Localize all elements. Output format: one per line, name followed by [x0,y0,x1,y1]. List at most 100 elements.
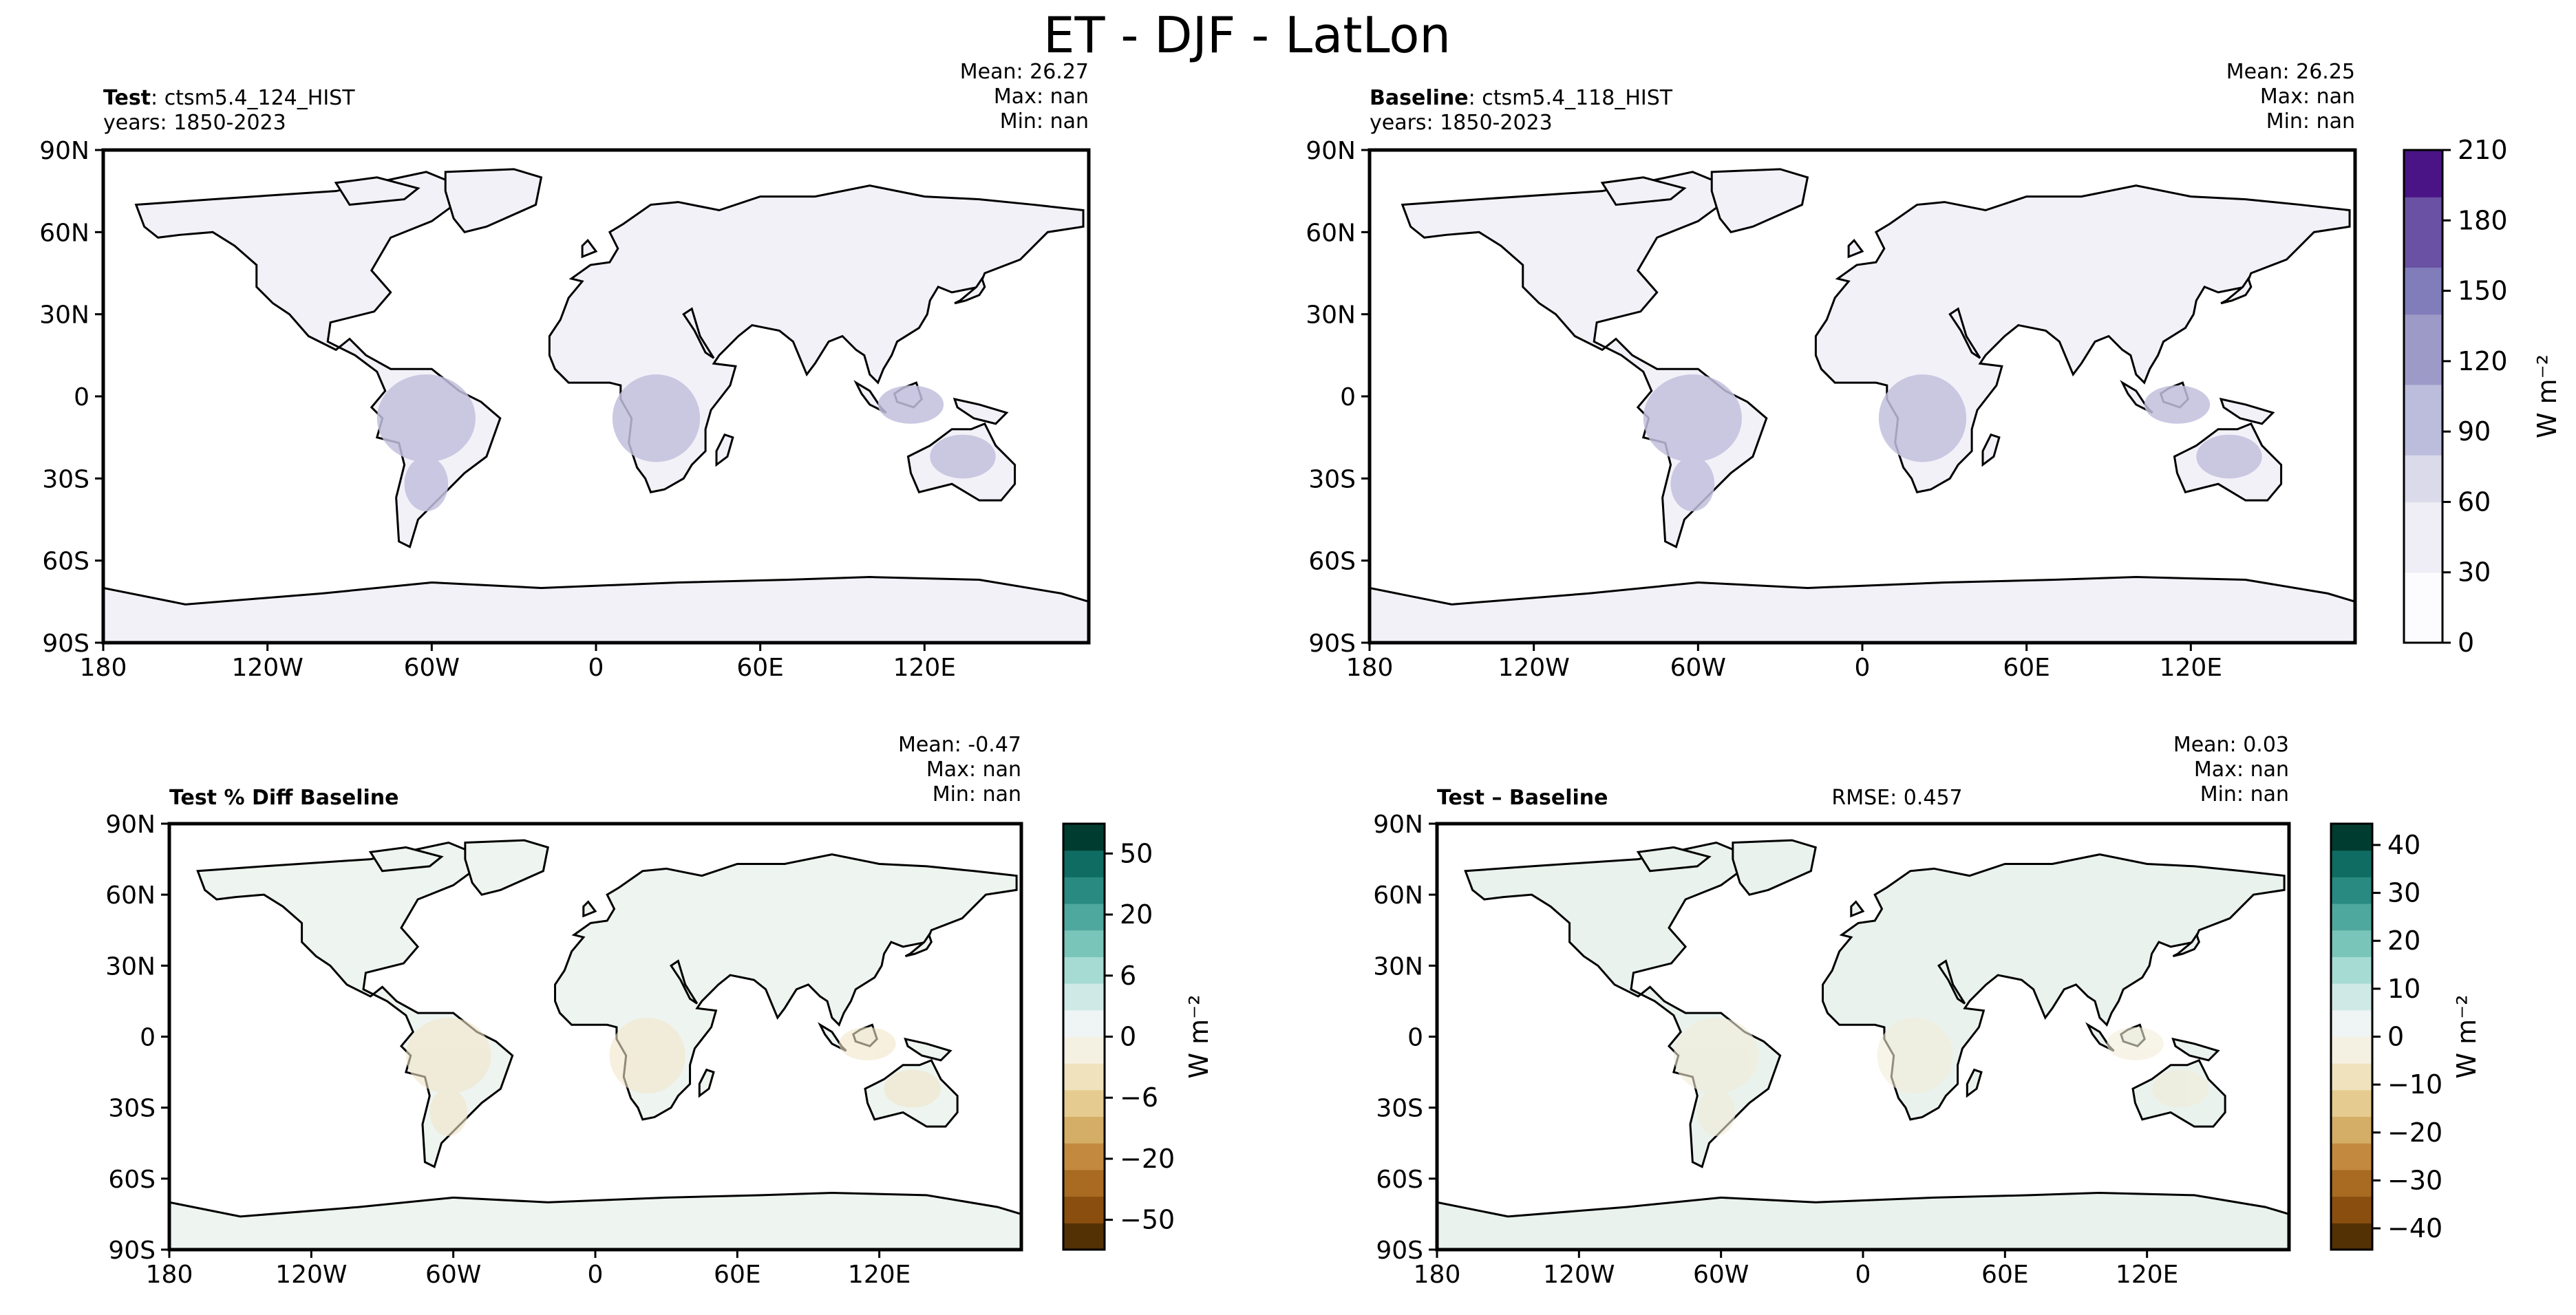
shading-region [405,1017,491,1094]
y-tick-label: 60S [42,548,89,576]
colorbar-segment [1063,1036,1105,1064]
x-tick-label: 60W [1693,1261,1749,1289]
data-shading [376,374,996,512]
y-tick-label: 30S [42,465,89,493]
stat-mean: Mean: 0.03 [2173,733,2289,757]
y-tick-label: 60S [1376,1166,1423,1194]
colorbar-segment [1063,1169,1105,1197]
x-tick-label: 180 [1414,1261,1461,1289]
x-tick-label: 60E [2003,654,2050,682]
colorbar-tick-label: −40 [2387,1213,2442,1243]
colorbar-segment [2331,1169,2372,1197]
x-tick-label: 120W [1543,1261,1615,1289]
colorbar-tick-label: 150 [2458,276,2508,306]
colorbar-segment [2404,197,2442,221]
colorbar-tick-label: −10 [2387,1069,2442,1100]
stat-min: Min: nan [1000,109,1089,133]
x-tick-label: 0 [1855,1261,1871,1289]
x-tick-label: 60E [736,654,784,682]
colorbar-segment [2331,1196,2372,1223]
y-tick-label: 0 [140,1024,156,1052]
colorbar-tick-label: 30 [2458,557,2491,588]
colorbar-segment [2404,384,2442,409]
y-tick-label: 30N [1373,952,1423,981]
shading-region [877,385,944,424]
diff-panel: 180 120W 60W 0 60E 120E 90N 60N 30N 0 30S 60S 90S Tes… [1373,733,2291,1289]
colorbar-label: W m⁻² [2451,995,2482,1079]
y-tick-label: 90N [105,811,156,839]
y-tick-label: 0 [1340,383,1356,411]
colorbar-tick-label: 40 [2387,830,2420,860]
shading-region [612,374,701,462]
colorbar-segment [1063,1116,1105,1144]
colorbar-tick-label: 90 [2458,416,2491,447]
x-tick-label: 120E [893,654,956,682]
x-tick-label: 60W [1670,654,1726,682]
colorbar-segment [2404,150,2442,174]
y-tick-label: 60S [108,1166,156,1194]
panel-label: Test: ctsm5.4_124_HIST [103,86,355,110]
diff-colorbar: −40 −30 −20 −10 0 10 20 30 40 W m⁻² [2330,822,2482,1251]
shading-region [839,1027,896,1060]
colorbar-segment [2331,956,2372,984]
colorbar-tick-label: −50 [1120,1205,1175,1235]
shading-region [404,456,449,512]
colorbar-segment [2404,595,2442,620]
colorbar-segment [2331,1036,2372,1064]
shading-region [1697,1089,1736,1136]
stat-max: Max: nan [994,85,1089,109]
x-tick-label: 120E [2160,654,2222,682]
colorbar-segment [1063,1009,1105,1037]
colorbar-segment [2404,619,2442,643]
y-tick-label: 90S [1308,630,1356,658]
colorbar-tick-label: 50 [1120,838,1153,868]
y-tick-label: 0 [74,383,89,411]
panel-label-bold: Test [103,86,151,110]
colorbar-segment [2331,850,2372,877]
x-tick-label: 120W [275,1261,347,1289]
panel-label-text: ctsm5.4_124_HIST [164,86,356,110]
colorbar-segment [2404,173,2442,197]
y-tick-label: 90S [42,630,89,658]
panel-years: years: 1850-2023 [1370,111,1553,135]
shading-region [2151,1069,2209,1108]
colorbar-segment [2404,244,2442,268]
colorbar-segment [1063,956,1105,984]
colorbar-segment [2331,1063,2372,1091]
y-tick-label: 90S [1376,1237,1423,1265]
y-tick-label: 60N [1373,881,1423,910]
colorbar-segment [2404,502,2442,526]
y-tick-label: 90N [1373,811,1423,839]
y-tick-label: 30S [108,1095,156,1123]
colorbar-tick-label: −30 [2387,1165,2442,1195]
colorbar-tick-label: 10 [2387,974,2420,1004]
colorbar-segment [2404,267,2442,292]
y-tick-label: 30S [1308,465,1356,493]
colorbar-tick-label: −6 [1120,1082,1158,1113]
colorbar-segment [1063,824,1105,851]
colorbar-segment [2331,1223,2372,1250]
y-tick-label: 90N [39,137,89,165]
x-tick-label: 60W [425,1261,481,1289]
panel-label-bold: Baseline [1370,86,1469,110]
rmse-text: RMSE: 0.457 [1831,786,1962,810]
y-tick-label: 60N [105,881,156,910]
stat-min: Min: nan [933,782,1021,806]
colorbar-segment [2404,408,2442,432]
y-tick-label: 60N [39,219,89,247]
x-tick-label: 60E [1981,1261,2029,1289]
pctdiff-panel: 180 120W 60W 0 60E 120E 90N 60N 30N 0 30S 60S 90S Tes… [105,733,1023,1289]
shading-region [1643,374,1742,462]
panel-label-bold: Test – Baseline [1437,786,1608,810]
x-tick-label: 0 [588,1261,604,1289]
colorbar-segment [1063,1063,1105,1091]
x-tick-label: 180 [146,1261,193,1289]
colorbar-segment [1063,904,1105,931]
x-tick-label: 120E [848,1261,911,1289]
y-tick-label: 0 [1407,1024,1423,1052]
colorbar-segment [2404,431,2442,456]
shading-region [884,1069,941,1108]
colorbar-segment [2404,220,2442,244]
y-tick-label: 30N [105,952,156,981]
shading-region [1878,374,1967,462]
